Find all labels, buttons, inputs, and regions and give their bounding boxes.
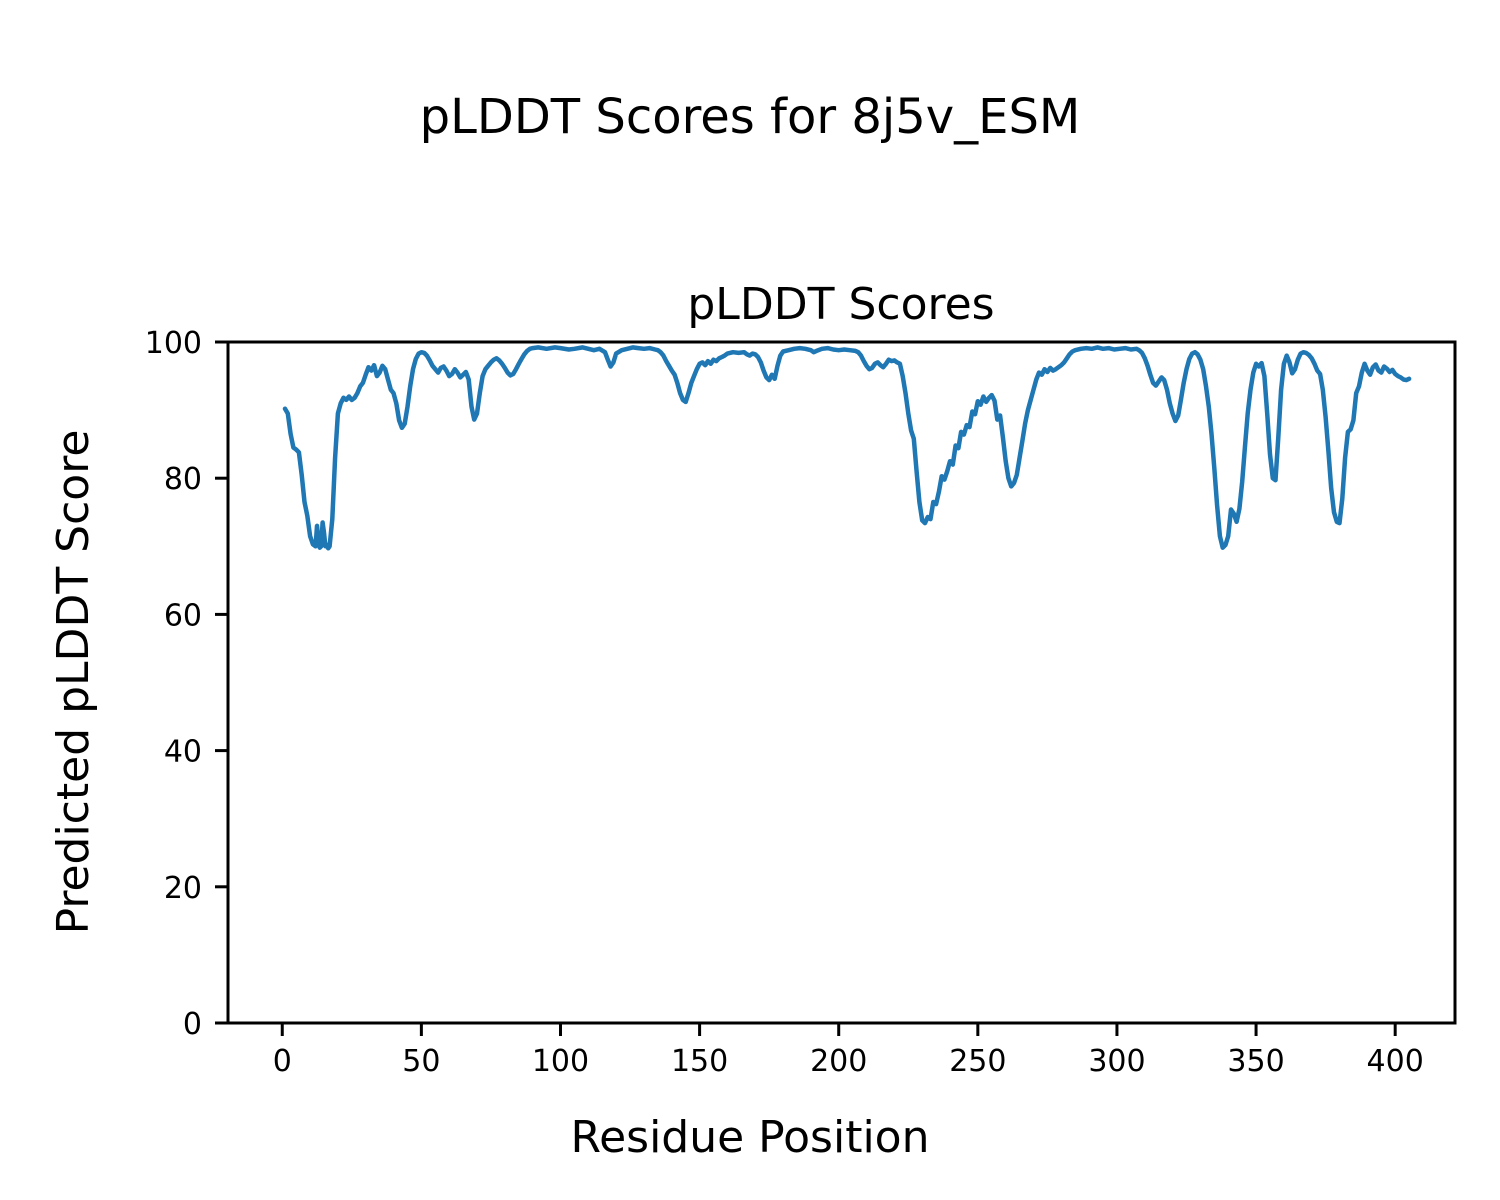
- axes-box: [226, 340, 1457, 1025]
- y-tick-label: 20: [164, 871, 202, 906]
- x-tick-label: 300: [1088, 1044, 1145, 1079]
- figure-title: pLDDT Scores for 8j5v_ESM: [420, 89, 1081, 145]
- x-tick-label: 150: [671, 1044, 728, 1079]
- x-tick-label: 400: [1367, 1044, 1424, 1079]
- x-axis-ticks: 0 50 100 150 200 250 300 350 400: [273, 1023, 1424, 1079]
- x-tick-label: 100: [532, 1044, 589, 1079]
- x-tick-label: 50: [402, 1044, 440, 1079]
- x-tick-label: 0: [273, 1044, 292, 1079]
- axes-title: pLDDT Scores: [687, 279, 994, 330]
- y-tick-label: 40: [164, 735, 202, 770]
- x-tick-label: 250: [949, 1044, 1006, 1079]
- x-tick-label: 350: [1227, 1044, 1284, 1079]
- y-tick-label: 80: [164, 462, 202, 497]
- y-tick-label: 100: [145, 326, 202, 361]
- x-axis-label: Residue Position: [570, 1112, 929, 1163]
- y-tick-label: 0: [183, 1007, 202, 1042]
- y-axis-ticks: 0 20 40 60 80 100: [145, 326, 228, 1042]
- y-tick-label: 60: [164, 598, 202, 633]
- y-axis-label: Predicted pLDDT Score: [48, 430, 99, 935]
- plddt-line: [282, 345, 1412, 551]
- x-tick-label: 200: [810, 1044, 867, 1079]
